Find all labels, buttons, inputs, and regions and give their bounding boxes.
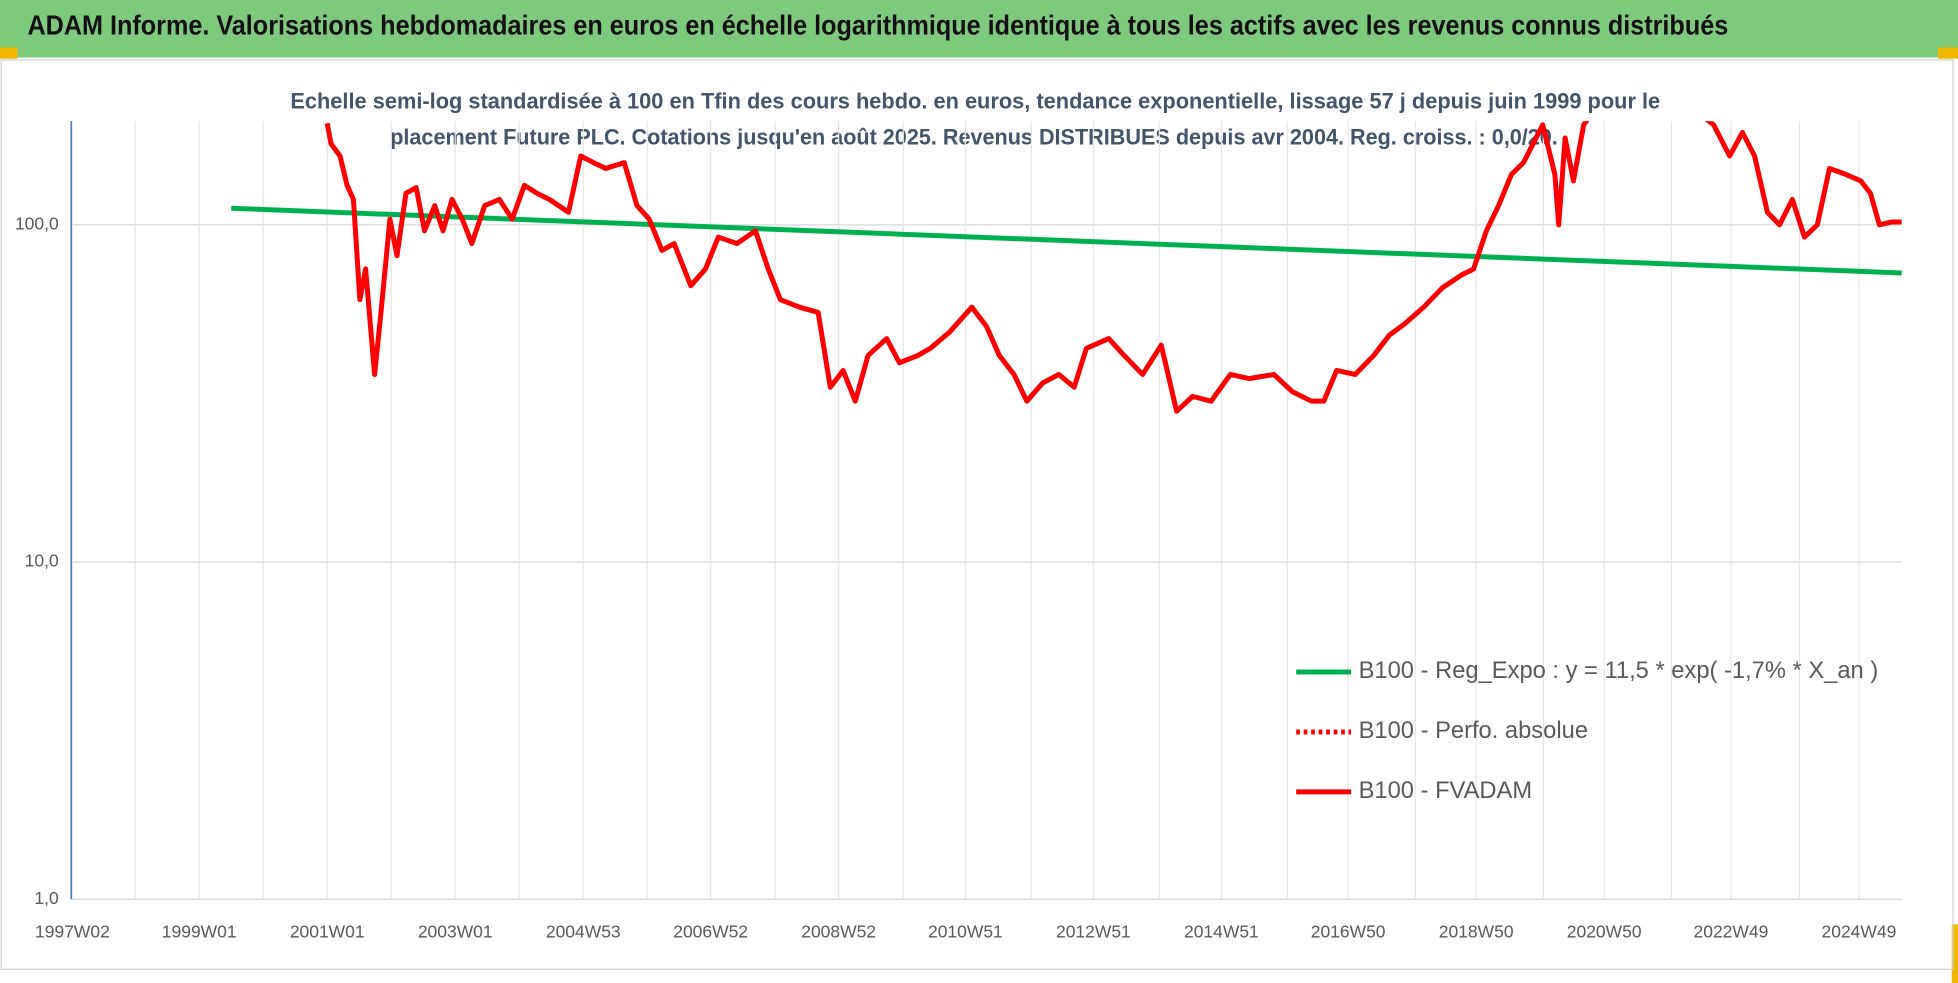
x-tick-label: 1999W01 xyxy=(162,922,237,942)
corner-mark xyxy=(1951,924,1958,983)
x-tick-label: 2001W01 xyxy=(290,922,365,942)
x-tick-label: 2004W53 xyxy=(546,922,621,942)
chart-subtitle: placement Future PLC. Cotations jusqu'en… xyxy=(390,125,1558,150)
x-tick-label: 2024W49 xyxy=(1822,922,1897,942)
chart-title: ADAM Informe. Valorisations hebdomadaire… xyxy=(27,10,1728,41)
chart-subtitle: Echelle semi-log standardisée à 100 en T… xyxy=(290,88,1660,113)
x-tick-label: 2022W49 xyxy=(1694,922,1769,942)
legend-label: B100 - FVADAM xyxy=(1359,778,1533,804)
data-line xyxy=(324,121,1902,414)
chart-border xyxy=(0,59,1954,970)
labels: 1,0 10,0 100,0 1997W02 1999W01 2001W01 2003W01… xyxy=(15,213,1896,941)
x-tick-label: 2016W50 xyxy=(1311,922,1386,942)
y-tick-label: 10,0 xyxy=(25,551,59,571)
y-tick-label: 1,0 xyxy=(34,888,59,908)
grid xyxy=(71,121,1902,900)
y-tick-label: 100,0 xyxy=(15,213,59,233)
legend-label: B100 - Reg_Expo : y = 11,5 * exp( -1,7% … xyxy=(1359,658,1879,684)
x-tick-label: 2018W50 xyxy=(1439,922,1514,942)
corner-mark xyxy=(1938,47,1958,59)
legend: B100 - Reg_Expo : y = 11,5 * exp( -1,7% … xyxy=(1296,658,1878,804)
x-tick-label: 2003W01 xyxy=(418,922,493,942)
x-tick-label: 2012W51 xyxy=(1056,922,1131,942)
x-tick-label: 2020W50 xyxy=(1567,922,1642,942)
legend-label: B100 - Perfo. absolue xyxy=(1359,718,1588,744)
x-tick-label: 1997W02 xyxy=(35,922,110,942)
x-tick-label: 2006W52 xyxy=(673,922,748,942)
plot-area xyxy=(231,121,1902,414)
title-bar xyxy=(0,0,1958,58)
x-tick-label: 2008W52 xyxy=(801,922,876,942)
corner-mark xyxy=(0,47,18,59)
x-tick-label: 2014W51 xyxy=(1184,922,1259,942)
x-tick-label: 2010W51 xyxy=(928,922,1003,942)
